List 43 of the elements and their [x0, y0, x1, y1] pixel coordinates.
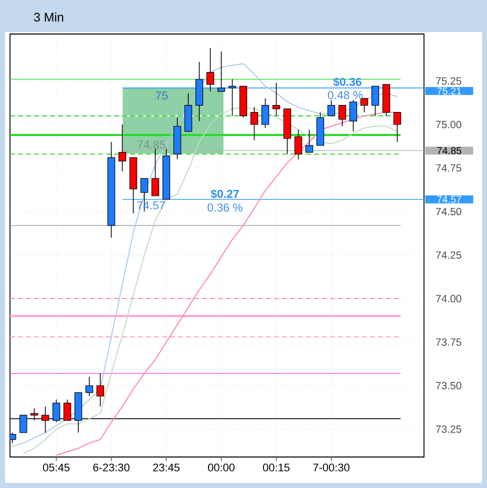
y-tick-label: 74.00: [436, 294, 462, 302]
y-tick-label: 74.25: [436, 251, 462, 259]
ref-line-label: 74.57: [437, 196, 462, 203]
candlestick: [151, 148, 160, 196]
x-tick-label: 05:45: [43, 464, 70, 472]
x-tick-label: 00:15: [262, 464, 290, 472]
candlestick: [217, 51, 226, 92]
annotation: 0.36 %: [208, 203, 242, 212]
candlestick: [261, 98, 270, 128]
candlestick: [327, 100, 336, 116]
annotation: $0.27: [210, 189, 239, 199]
candlestick: [360, 98, 368, 113]
candlestick: [228, 78, 236, 116]
ref-line-label: 74.85: [437, 147, 462, 154]
candlestick: [96, 373, 104, 407]
ref-line-label: 75.21: [437, 87, 462, 95]
candlestick: [371, 86, 380, 116]
candlestick: [294, 129, 302, 160]
annotation: 74.85: [138, 140, 166, 149]
y-tick-label: 74.50: [436, 208, 462, 216]
candlestick: [206, 48, 214, 92]
y-tick-label: 75.00: [436, 120, 462, 128]
candlestick: [272, 82, 280, 116]
y-tick-label: 73.50: [436, 382, 462, 390]
annotation: $0.36: [333, 77, 362, 87]
candlestick: [349, 100, 358, 132]
y-tick-label: 75.25: [436, 77, 462, 85]
candlestick: [85, 376, 94, 396]
chart-title: 3 Min: [34, 12, 64, 22]
y-tick-label: 73.75: [436, 338, 462, 346]
y-tick-label: 73.25: [436, 425, 462, 433]
x-tick-label: 7-00:30: [313, 464, 350, 472]
annotation: 75: [156, 92, 168, 100]
candlestick: [118, 124, 126, 172]
y-tick-label: 74.75: [436, 164, 462, 172]
x-tick-label: 6-23:30: [93, 464, 130, 472]
candlestick: [250, 106, 258, 141]
candlestick: [393, 112, 402, 142]
x-tick-label: 00:00: [208, 464, 235, 472]
x-tick-label: 23:45: [153, 464, 180, 472]
candlestick: [305, 129, 314, 153]
annotation: 0.48 %: [328, 90, 363, 100]
candlestick: [338, 104, 346, 127]
